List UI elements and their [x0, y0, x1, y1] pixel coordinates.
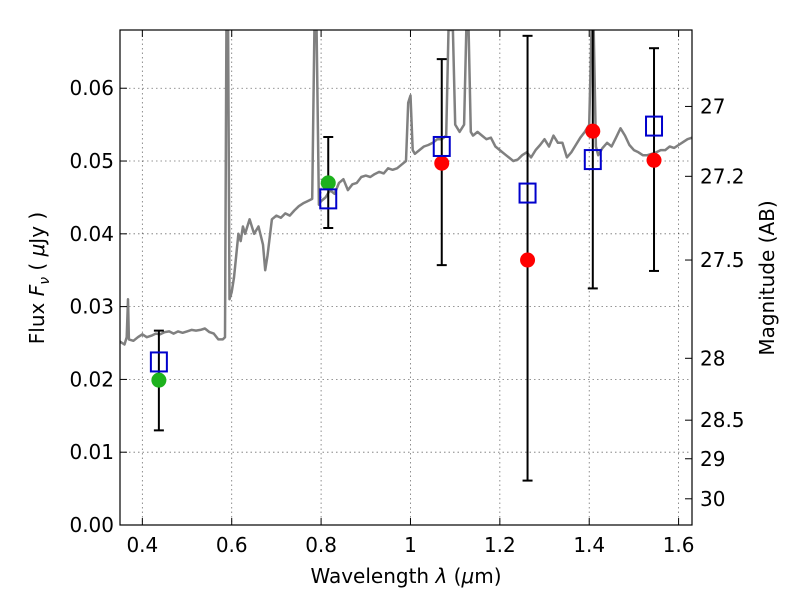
- x-tick-label: 0.8: [305, 533, 337, 557]
- right-tick-label: 28: [700, 346, 725, 370]
- y-tick-label: 0.01: [69, 440, 114, 464]
- red-point: [646, 152, 662, 168]
- right-tick-label: 30: [700, 487, 725, 511]
- green-point: [320, 175, 336, 191]
- plot-clip-group: [120, 30, 692, 482]
- x-tick-label: 1.4: [573, 533, 605, 557]
- right-tick-label: 28.5: [700, 408, 745, 432]
- y-tick-label: 0.00: [69, 513, 114, 537]
- y-tick-label: 0.03: [69, 295, 114, 319]
- model-square: [149, 351, 168, 373]
- plot-frame: [119, 29, 693, 526]
- x-tick-label: 1.2: [484, 533, 516, 557]
- model-square: [518, 182, 537, 204]
- spectrum-line: [120, 30, 692, 346]
- right-tick-label: 27.5: [700, 248, 745, 272]
- ticks: 0.4 0.6 0.8 1 1.2 1.4 1.6 0.00 0.01 0.02 0.03 0.04 0…: [69, 30, 745, 557]
- right-tick-label: 27: [700, 94, 725, 118]
- model-square: [583, 149, 602, 171]
- red-point: [585, 123, 601, 139]
- x-tick-label: 0.4: [126, 533, 158, 557]
- right-axis-title: Magnitude (AB): [755, 200, 779, 355]
- x-tick-label: 1.6: [663, 533, 695, 557]
- right-tick-label: 29: [700, 447, 725, 471]
- y-tick-label: 0.02: [69, 367, 114, 391]
- grid-lines: [120, 30, 692, 526]
- x-tick-label: 1: [404, 533, 417, 557]
- y-axis-title: Flux Fν ( μJy ): [25, 212, 53, 344]
- y-tick-label: 0.04: [69, 222, 114, 246]
- x-tick-label: 0.6: [216, 533, 248, 557]
- x-axis-title: Wavelength λ (μm): [310, 564, 501, 588]
- model-square: [319, 188, 338, 210]
- green-point: [151, 372, 167, 388]
- red-point: [520, 252, 536, 268]
- model-square: [645, 115, 664, 137]
- right-tick-label: 27.2: [700, 164, 745, 188]
- y-tick-label: 0.05: [69, 149, 114, 173]
- series-layer: [120, 30, 692, 482]
- model-square: [432, 135, 451, 157]
- red-point: [434, 155, 450, 171]
- y-tick-label: 0.06: [69, 76, 114, 100]
- error-bar: [587, 30, 598, 290]
